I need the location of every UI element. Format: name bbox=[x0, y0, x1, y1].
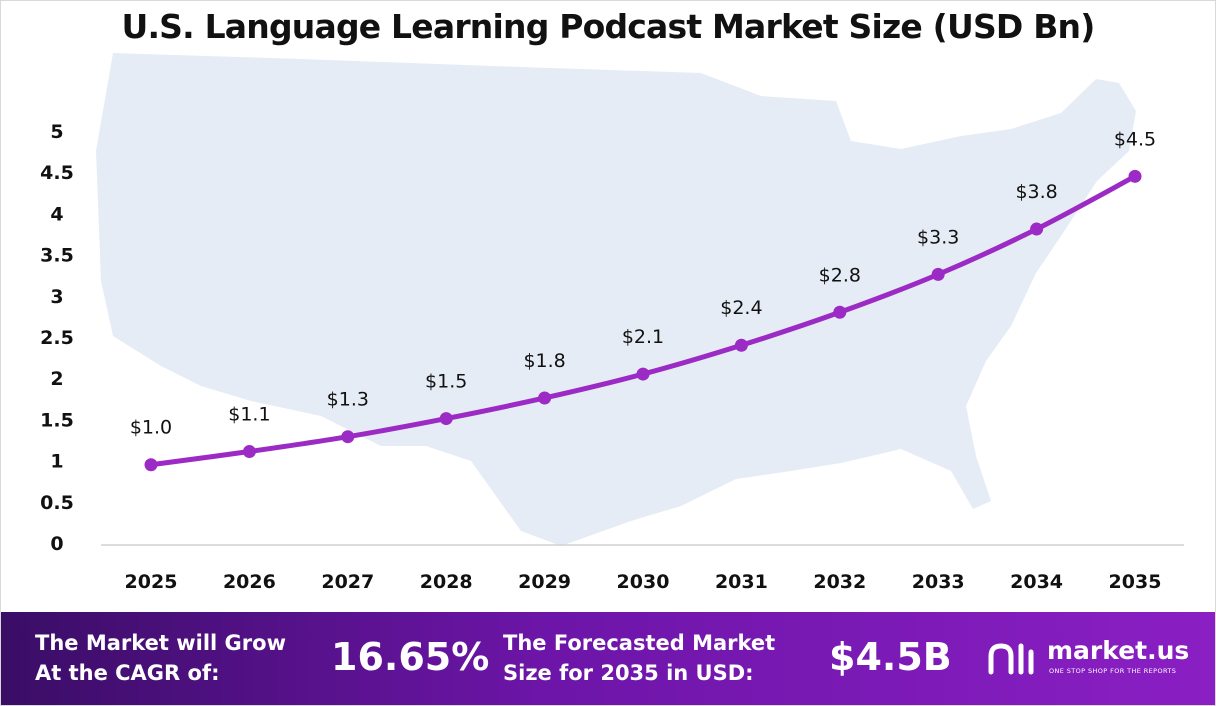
data-label: $3.8 bbox=[1015, 181, 1057, 203]
market-us-logo[interactable]: market.us ONE STOP SHOP FOR THE REPORTS bbox=[987, 636, 1197, 686]
data-label: $1.8 bbox=[523, 350, 565, 372]
x-tick-label: 2030 bbox=[617, 571, 670, 593]
cagr-value: 16.65% bbox=[331, 635, 490, 679]
data-point bbox=[931, 267, 945, 281]
x-tick-label: 2035 bbox=[1109, 571, 1162, 593]
data-point bbox=[1128, 169, 1142, 183]
x-tick-label: 2026 bbox=[223, 571, 276, 593]
chart-title: U.S. Language Learning Podcast Market Si… bbox=[121, 7, 1095, 46]
forecast-value: $4.5B bbox=[829, 635, 952, 679]
x-tick-label: 2028 bbox=[420, 571, 473, 593]
y-tick-label: 2.5 bbox=[40, 327, 74, 349]
x-tick-label: 2034 bbox=[1010, 571, 1063, 593]
data-label: $2.8 bbox=[819, 264, 861, 286]
y-tick-label: 3.5 bbox=[40, 245, 74, 267]
logo-tagline: ONE STOP SHOP FOR THE REPORTS bbox=[1049, 667, 1177, 675]
forecast-caption: The Forecasted Market Size for 2035 in U… bbox=[503, 631, 776, 685]
data-point bbox=[439, 412, 453, 426]
data-point bbox=[144, 458, 158, 472]
y-tick-label: 5 bbox=[50, 121, 63, 143]
us-map-background bbox=[96, 53, 1136, 546]
y-tick-label: 3 bbox=[50, 286, 63, 308]
y-tick-label: 0.5 bbox=[40, 492, 74, 514]
x-tick-label: 2031 bbox=[715, 571, 768, 593]
y-tick-label: 0 bbox=[50, 533, 63, 555]
x-tick-label: 2025 bbox=[125, 571, 178, 593]
cagr-caption: The Market will Grow At the CAGR of: bbox=[35, 631, 286, 685]
x-tick-label: 2032 bbox=[813, 571, 866, 593]
data-label: $1.1 bbox=[228, 404, 270, 426]
y-tick-label: 4.5 bbox=[40, 162, 74, 184]
data-point bbox=[1030, 222, 1044, 236]
x-tick-label: 2027 bbox=[321, 571, 374, 593]
data-label: $2.1 bbox=[622, 326, 664, 348]
data-point bbox=[734, 338, 748, 352]
x-tick-label: 2033 bbox=[912, 571, 965, 593]
data-point bbox=[538, 391, 552, 405]
y-tick-label: 1.5 bbox=[40, 409, 74, 431]
data-point bbox=[341, 430, 355, 444]
market-us-logo-icon bbox=[988, 643, 1034, 675]
x-tick-label: 2029 bbox=[518, 571, 571, 593]
y-tick-label: 2 bbox=[50, 368, 63, 390]
data-label: $3.3 bbox=[917, 226, 959, 248]
footer-banner: The Market will Grow At the CAGR of: 16.… bbox=[1, 612, 1215, 705]
data-label: $2.4 bbox=[720, 297, 762, 319]
y-tick-label: 4 bbox=[50, 203, 63, 225]
data-point bbox=[833, 305, 847, 319]
line-chart: 0 0.5 1 1.5 2 2.5 3 3.5 4 4.5 5 2025 2026 2027 2028 20… bbox=[40, 53, 1184, 593]
data-label: $4.5 bbox=[1114, 128, 1156, 150]
data-label: $1.3 bbox=[327, 389, 369, 411]
data-point bbox=[636, 367, 650, 381]
data-label: $1.5 bbox=[425, 371, 467, 393]
data-point bbox=[242, 445, 256, 459]
data-label: $1.0 bbox=[130, 417, 172, 439]
logo-name: market.us bbox=[1047, 636, 1190, 665]
y-tick-label: 1 bbox=[50, 451, 63, 473]
